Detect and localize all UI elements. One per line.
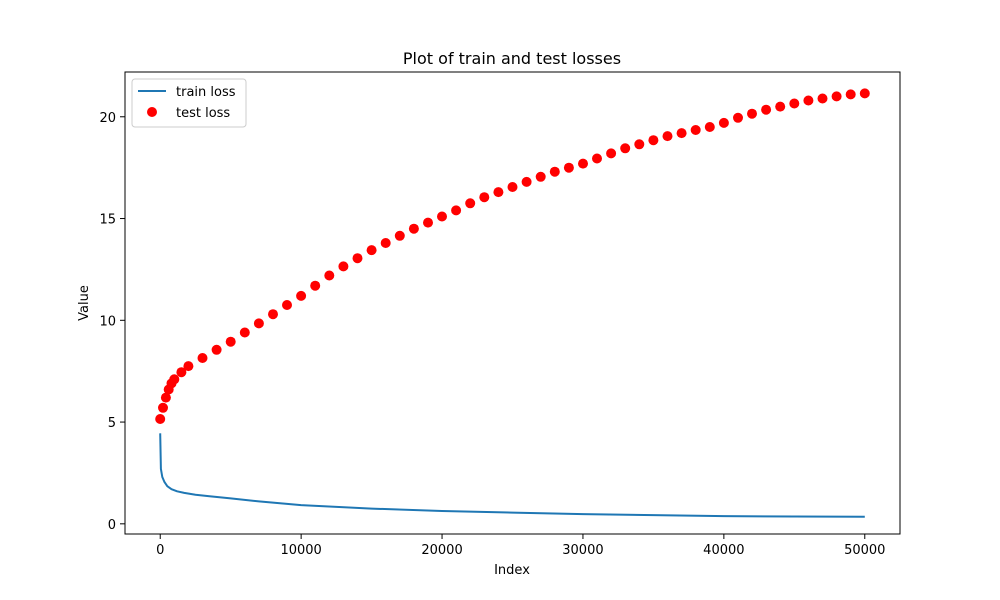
scatter-point-test-loss xyxy=(155,414,166,424)
x-axis: 0 10000 20000 30000 40000 50000 xyxy=(156,534,885,558)
scatter-point-test-loss xyxy=(296,290,307,301)
scatter-point-test-loss xyxy=(394,230,405,241)
x-tick-label: 10000 xyxy=(280,543,321,558)
scatter-point-test-loss xyxy=(352,253,363,264)
scatter-point-test-loss xyxy=(747,108,757,119)
scatter-point-test-loss xyxy=(620,143,631,154)
scatter-point-test-loss xyxy=(831,91,842,102)
x-axis-label: Index xyxy=(494,563,530,578)
scatter-point-test-loss xyxy=(338,261,349,272)
scatter-point-test-loss xyxy=(493,187,504,198)
scatter-point-test-loss xyxy=(183,361,194,372)
scatter-point-test-loss xyxy=(535,171,546,182)
x-tick-label: 40000 xyxy=(703,543,744,558)
scatter-point-test-loss xyxy=(451,205,462,216)
x-tick-label: 20000 xyxy=(421,543,462,558)
x-tick-label: 50000 xyxy=(844,543,885,558)
y-tick-label: 5 xyxy=(108,416,116,431)
x-tick-label: 0 xyxy=(156,543,164,558)
scatter-point-test-loss xyxy=(225,336,236,347)
scatter-point-test-loss xyxy=(718,117,729,128)
scatter-point-test-loss xyxy=(176,367,187,378)
scatter-point-test-loss xyxy=(268,309,278,320)
scatter-point-test-loss xyxy=(859,88,870,99)
scatter-point-test-loss xyxy=(845,89,856,100)
scatter-point-test-loss xyxy=(324,270,335,281)
scatter-point-test-loss xyxy=(158,402,168,413)
scatter-point-test-loss xyxy=(803,95,814,106)
legend-test-loss-swatch xyxy=(147,107,157,117)
scatter-point-test-loss xyxy=(761,104,772,115)
scatter-point-test-loss xyxy=(380,238,391,248)
scatter-point-test-loss xyxy=(606,148,617,159)
scatter-point-test-loss xyxy=(549,166,560,177)
plot-area xyxy=(155,88,870,518)
scatter-point-test-loss xyxy=(817,93,828,104)
series-line-train-loss xyxy=(159,433,865,518)
scatter-point-test-loss xyxy=(690,125,701,135)
scatter-point-test-loss xyxy=(423,217,433,228)
plot-frame xyxy=(124,71,901,535)
y-tick-label: 20 xyxy=(99,111,116,126)
scatter-point-test-loss xyxy=(479,192,490,203)
scatter-point-test-loss xyxy=(733,112,743,123)
legend: train loss test loss xyxy=(131,78,247,128)
scatter-point-test-loss xyxy=(408,223,419,234)
y-axis-label: Value xyxy=(77,285,92,321)
y-tick-label: 0 xyxy=(108,518,116,533)
scatter-point-test-loss xyxy=(160,392,171,403)
scatter-point-test-loss xyxy=(211,344,222,355)
legend-test-loss-label: test loss xyxy=(176,106,230,121)
scatter-point-test-loss xyxy=(437,211,447,222)
scatter-point-test-loss xyxy=(704,122,715,132)
scatter-point-test-loss xyxy=(253,318,264,329)
scatter-point-test-loss xyxy=(282,300,292,310)
scatter-point-test-loss xyxy=(239,327,250,338)
scatter-point-test-loss xyxy=(662,131,673,142)
scatter-point-test-loss xyxy=(789,98,800,109)
y-tick-label: 15 xyxy=(99,213,116,228)
scatter-point-test-loss xyxy=(775,101,786,112)
x-tick-label: 30000 xyxy=(562,543,603,558)
scatter-point-test-loss xyxy=(563,162,574,173)
scatter-point-test-loss xyxy=(521,176,532,187)
scatter-point-test-loss xyxy=(592,153,602,164)
legend-train-loss-label: train loss xyxy=(176,85,236,100)
y-tick-label: 10 xyxy=(99,314,116,329)
y-axis: 0 5 10 15 20 xyxy=(99,111,125,533)
scatter-point-test-loss xyxy=(197,353,208,363)
scatter-point-test-loss xyxy=(507,182,518,192)
scatter-point-test-loss xyxy=(676,128,687,139)
scatter-point-test-loss xyxy=(310,280,321,291)
scatter-point-test-loss xyxy=(465,198,476,209)
scatter-point-test-loss xyxy=(634,139,645,150)
scatter-point-test-loss xyxy=(578,158,588,169)
chart-title: Plot of train and test losses xyxy=(403,49,621,68)
scatter-point-test-loss xyxy=(366,245,377,256)
scatter-point-test-loss xyxy=(169,374,180,385)
scatter-point-test-loss xyxy=(648,135,659,146)
